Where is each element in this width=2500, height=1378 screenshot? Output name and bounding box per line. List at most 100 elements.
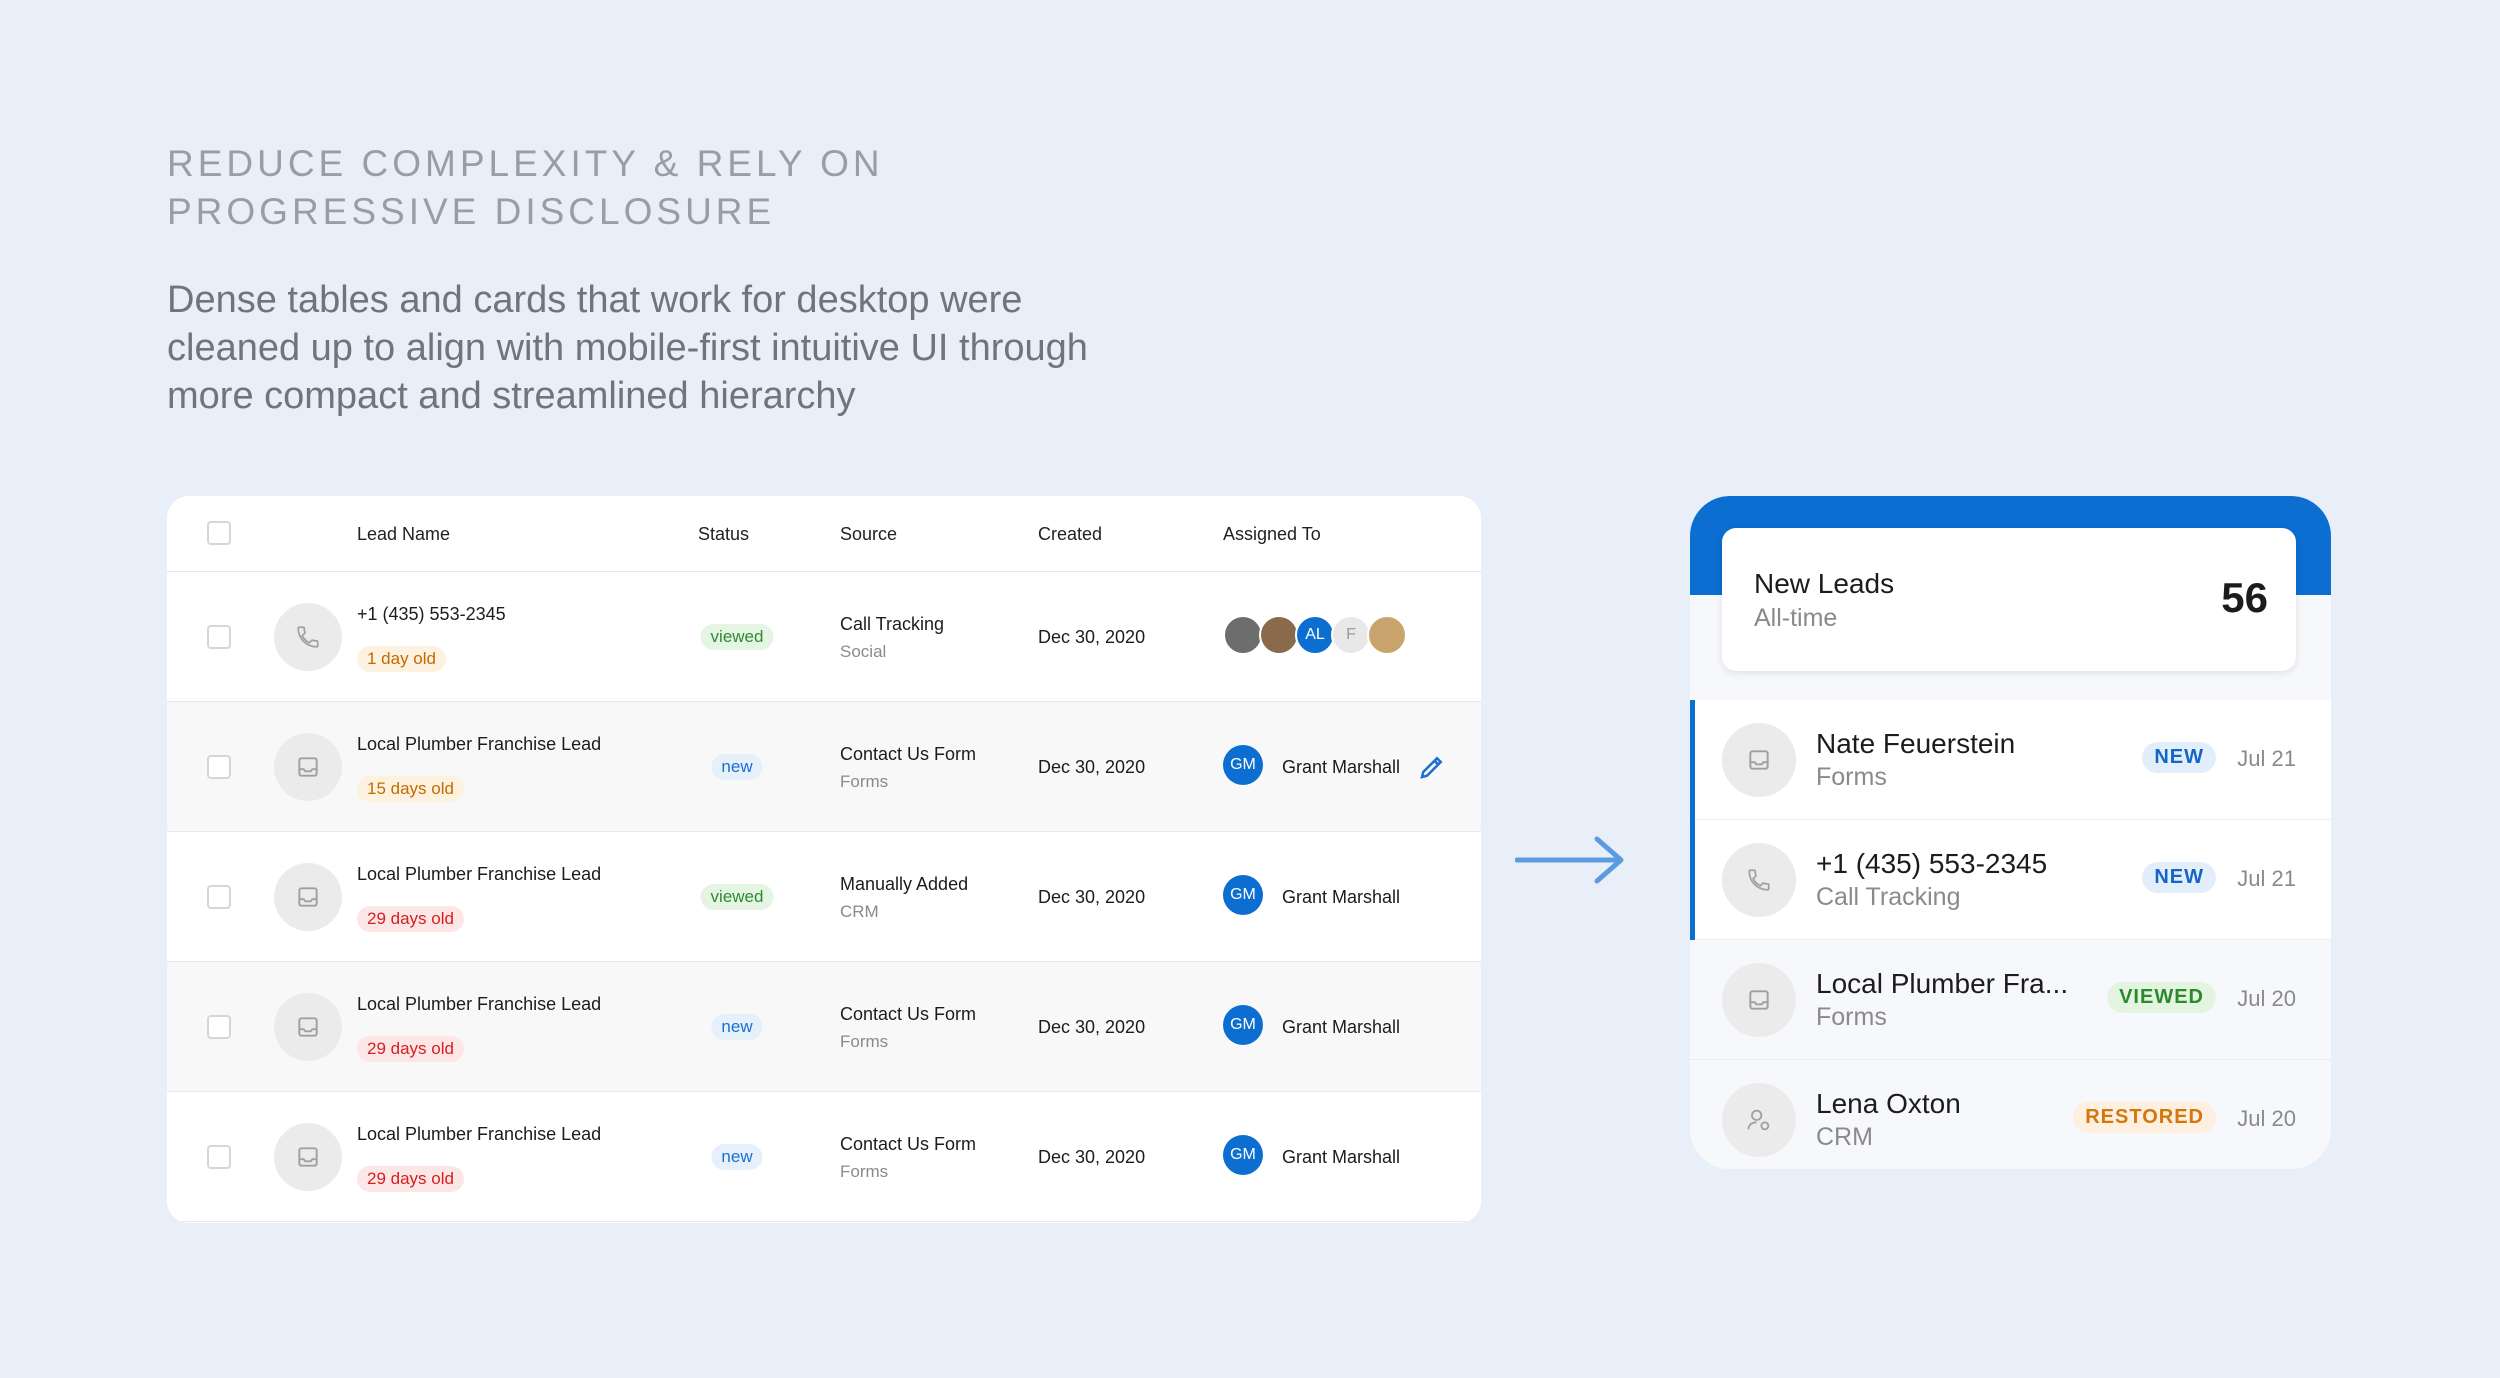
summary-card: New Leads All-time 56 (1722, 528, 2296, 671)
arrow (1515, 836, 1624, 884)
title-line: PROGRESSIVE DISCLOSURE (167, 191, 776, 232)
avatar-initials: F (1331, 615, 1371, 655)
avatar-photo (1367, 615, 1407, 655)
column-header: Source (840, 524, 898, 544)
source-type: CRM (840, 902, 879, 921)
summary-title: New Leads (1754, 568, 1895, 599)
lead-date: Jul 21 (2237, 746, 2296, 771)
lead-name: Local Plumber Franchise Lead (357, 734, 602, 754)
age-badge: 29 days old (357, 906, 464, 932)
created-date: Dec 30, 2020 (1038, 1147, 1146, 1167)
source: Contact Us Form (840, 744, 977, 764)
source: Call Tracking (840, 614, 945, 634)
status-pill: new (711, 1144, 763, 1170)
row-checkbox (207, 1015, 231, 1039)
assignee-avatar: GM (1223, 1005, 1263, 1045)
avatar-photo (1259, 615, 1299, 655)
table-row: Local Plumber Franchise Lead 29 days old n… (167, 962, 1481, 1092)
lead-icon (274, 863, 342, 931)
header-checkbox (207, 521, 231, 545)
lead-name: +1 (435) 553-2345 (1816, 848, 2048, 879)
lead-icon (274, 603, 342, 671)
created-date: Dec 30, 2020 (1038, 887, 1146, 907)
lead-source: Forms (1816, 1003, 1887, 1031)
column-header: Assigned To (1223, 524, 1321, 544)
lead-item: Lena Oxton CRM RESTORED Jul 20 (1690, 1060, 2331, 1169)
lead-name: Local Plumber Franchise Lead (357, 994, 602, 1014)
status-pill: new (711, 1014, 763, 1040)
lead-icon (274, 733, 342, 801)
lead-name: Local Plumber Franchise Lead (357, 864, 602, 884)
source: Contact Us Form (840, 1134, 977, 1154)
lead-source: CRM (1816, 1123, 1873, 1151)
assignee-avatar: GM (1223, 1135, 1263, 1175)
description-line: Dense tables and cards that work for des… (167, 279, 1023, 321)
status-pill: viewed (700, 884, 774, 910)
row-checkbox (207, 885, 231, 909)
assignee-name: Grant Marshall (1282, 887, 1401, 907)
unread-indicator (1690, 700, 1695, 820)
heading: REDUCE COMPLEXITY & RELY ON PROGRESSIVE D… (167, 140, 884, 236)
title-line: REDUCE COMPLEXITY & RELY ON (167, 143, 884, 184)
lead-name: +1 (435) 553-2345 (357, 604, 506, 624)
source: Contact Us Form (840, 1004, 977, 1024)
lead-name: Nate Feuerstein (1816, 728, 2016, 759)
leads-table: Lead Name Status Source Created Assigned To +… (167, 496, 1481, 1223)
source: Manually Added (840, 874, 969, 894)
column-header: Created (1038, 524, 1103, 544)
lead-icon (1722, 723, 1796, 797)
description: Dense tables and cards that work for des… (167, 276, 1088, 420)
age-badge: 29 days old (357, 1036, 464, 1062)
status-badge: NEW (2142, 862, 2216, 893)
description-line: more compact and streamlined hierarchy (167, 375, 856, 417)
lead-icon (1722, 843, 1796, 917)
status-badge: NEW (2142, 742, 2216, 773)
row-checkbox (207, 755, 231, 779)
lead-source: Call Tracking (1816, 883, 1961, 911)
created-date: Dec 30, 2020 (1038, 1017, 1146, 1037)
age-badge: 15 days old (357, 776, 464, 802)
assignee-name: Grant Marshall (1282, 757, 1401, 777)
column-header: Status (698, 524, 750, 544)
lead-date: Jul 20 (2237, 1106, 2296, 1131)
avatar-initials: AL (1295, 615, 1335, 655)
lead-icon (274, 1123, 342, 1191)
mobile-card: New Leads All-time 56 Nate Feuerstein For… (1690, 496, 2331, 1169)
unread-indicator (1690, 820, 1695, 940)
lead-item: Local Plumber Fra... Forms VIEWED Jul 20 (1690, 940, 2331, 1060)
header-divider (167, 571, 1481, 572)
assignee-name: Grant Marshall (1282, 1017, 1401, 1037)
summary-count: 56 (2221, 574, 2268, 621)
lead-icon (1722, 963, 1796, 1037)
avatar-photo (1223, 615, 1263, 655)
age-badge: 1 day old (357, 646, 446, 672)
row-checkbox (207, 1145, 231, 1169)
table-row: Local Plumber Franchise Lead 15 days old n… (167, 702, 1481, 832)
description-line: cleaned up to align with mobile-first in… (167, 327, 1088, 369)
status-badge: VIEWED (2107, 982, 2216, 1013)
status-pill: viewed (700, 624, 774, 650)
lead-date: Jul 21 (2237, 866, 2296, 891)
lead-date: Jul 20 (2237, 986, 2296, 1011)
table-row: Local Plumber Franchise Lead 29 days old n… (167, 1092, 1481, 1222)
lead-item: Nate Feuerstein Forms NEW Jul 21 (1690, 700, 2331, 820)
assignee-avatar: GM (1223, 875, 1263, 915)
created-date: Dec 30, 2020 (1038, 757, 1146, 777)
assignee-avatar: GM (1223, 745, 1263, 785)
source-type: Social (840, 642, 887, 661)
lead-item: +1 (435) 553-2345 Call Tracking NEW Jul 21 (1690, 820, 2331, 940)
table-row: +1 (435) 553-2345 1 day old viewed Call Tra… (167, 572, 1481, 702)
lead-icon (274, 993, 342, 1061)
table-row: Local Plumber Franchise Lead 29 days old v… (167, 832, 1481, 962)
status-pill: new (711, 754, 763, 780)
edit-button[interactable] (1417, 752, 1447, 787)
lead-name: Local Plumber Franchise Lead (357, 1124, 602, 1144)
age-badge: 29 days old (357, 1166, 464, 1192)
source-type: Forms (840, 1162, 889, 1181)
assignee-name: Grant Marshall (1282, 1147, 1401, 1167)
column-header: Lead Name (357, 524, 451, 544)
source-type: Forms (840, 1032, 889, 1051)
created-date: Dec 30, 2020 (1038, 627, 1146, 647)
source-type: Forms (840, 772, 889, 791)
